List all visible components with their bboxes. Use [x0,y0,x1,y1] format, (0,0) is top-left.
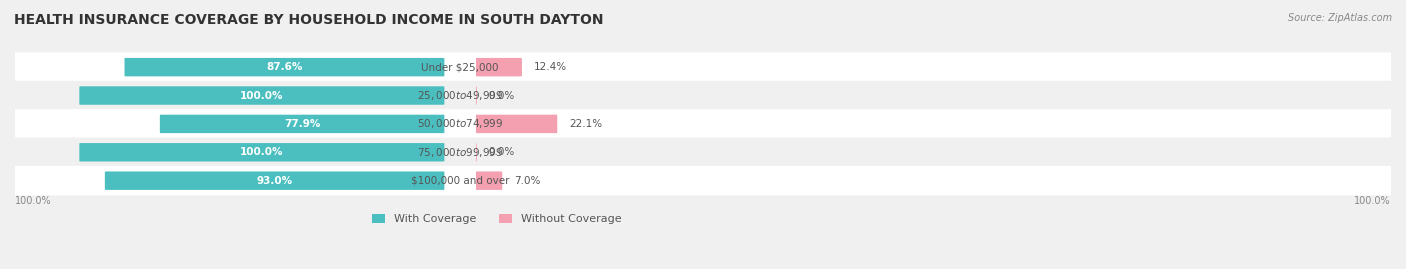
FancyBboxPatch shape [160,115,444,133]
Text: $25,000 to $49,999: $25,000 to $49,999 [418,89,503,102]
FancyBboxPatch shape [15,109,1391,139]
Text: 100.0%: 100.0% [240,91,284,101]
FancyBboxPatch shape [477,115,557,133]
Text: Under $25,000: Under $25,000 [422,62,499,72]
FancyBboxPatch shape [15,81,1391,110]
FancyBboxPatch shape [105,171,444,190]
Legend: With Coverage, Without Coverage: With Coverage, Without Coverage [367,209,626,229]
Text: 77.9%: 77.9% [284,119,321,129]
FancyBboxPatch shape [15,52,1391,82]
FancyBboxPatch shape [15,137,1391,167]
Text: 93.0%: 93.0% [256,176,292,186]
FancyBboxPatch shape [79,86,444,105]
Text: 100.0%: 100.0% [240,147,284,157]
FancyBboxPatch shape [477,171,502,190]
Text: 7.0%: 7.0% [515,176,540,186]
FancyBboxPatch shape [79,143,444,161]
Text: 22.1%: 22.1% [569,119,602,129]
Text: $75,000 to $99,999: $75,000 to $99,999 [418,146,503,159]
Text: 100.0%: 100.0% [1354,196,1391,206]
Text: 100.0%: 100.0% [15,196,52,206]
Text: Source: ZipAtlas.com: Source: ZipAtlas.com [1288,13,1392,23]
FancyBboxPatch shape [125,58,444,76]
Text: 0.0%: 0.0% [488,91,515,101]
Text: $100,000 and over: $100,000 and over [411,176,509,186]
FancyBboxPatch shape [15,166,1391,195]
Text: 87.6%: 87.6% [266,62,302,72]
Text: $50,000 to $74,999: $50,000 to $74,999 [418,117,503,130]
FancyBboxPatch shape [477,58,522,76]
Text: HEALTH INSURANCE COVERAGE BY HOUSEHOLD INCOME IN SOUTH DAYTON: HEALTH INSURANCE COVERAGE BY HOUSEHOLD I… [14,13,603,27]
Text: 12.4%: 12.4% [534,62,567,72]
Text: 0.0%: 0.0% [488,147,515,157]
